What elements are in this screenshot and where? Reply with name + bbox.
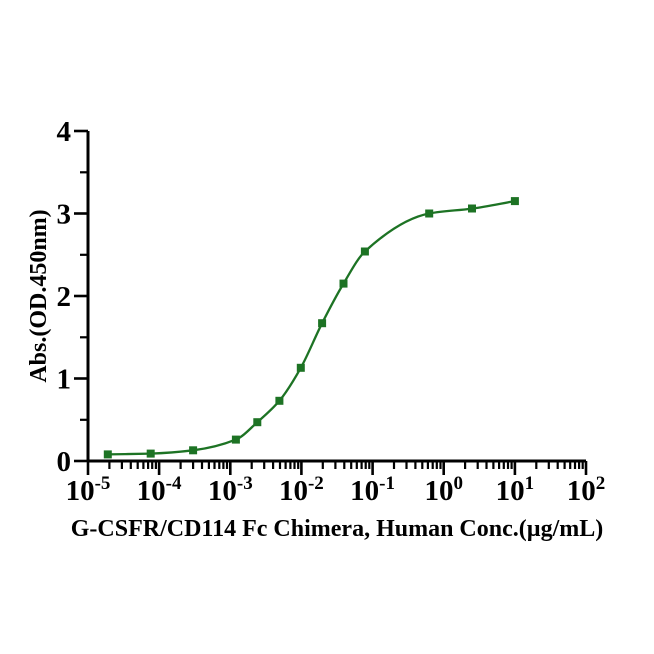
axis-ticks [74,129,588,475]
x-tick-label: 10-1 [350,473,395,507]
y-tick-label: 4 [57,116,72,148]
data-point-marker [339,279,348,288]
data-point-marker [425,209,434,218]
x-tick-label: 100 [424,473,463,507]
data-point-marker [468,204,476,213]
y-tick-label: 1 [57,364,72,396]
y-axis-title: Abs.(OD.450nm) [26,209,52,382]
data-point-marker [146,449,155,458]
tick-labels: 10-5 10-4 10-3 10-2 10-1 100 101 102 0 1 2 3 4 [57,116,606,507]
x-tick-label: 10-2 [279,473,324,507]
data-point-marker [253,418,262,427]
axes [86,131,586,463]
x-tick-label: 101 [496,473,535,507]
data-point-marker [231,435,240,444]
y-tick-label: 2 [57,281,72,313]
data-series [103,197,519,459]
data-point-marker [103,450,112,459]
x-axis-title: G-CSFR/CD114 Fc Chimera, Human Conc.(µg/… [71,516,603,542]
x-tick-label: 10-4 [137,473,182,507]
data-point-marker [510,197,519,206]
data-point-marker [296,363,305,372]
data-point-marker [275,396,284,405]
x-tick-label: 10-3 [208,473,253,507]
data-point-marker [360,247,369,256]
data-point-marker [318,319,327,328]
dose-response-curve [107,199,516,456]
y-tick-label: 0 [57,446,72,478]
x-tick-label: 102 [567,473,606,507]
x-tick-label: 10-5 [66,473,111,507]
data-point-marker [189,446,198,455]
y-tick-label: 3 [57,199,72,231]
